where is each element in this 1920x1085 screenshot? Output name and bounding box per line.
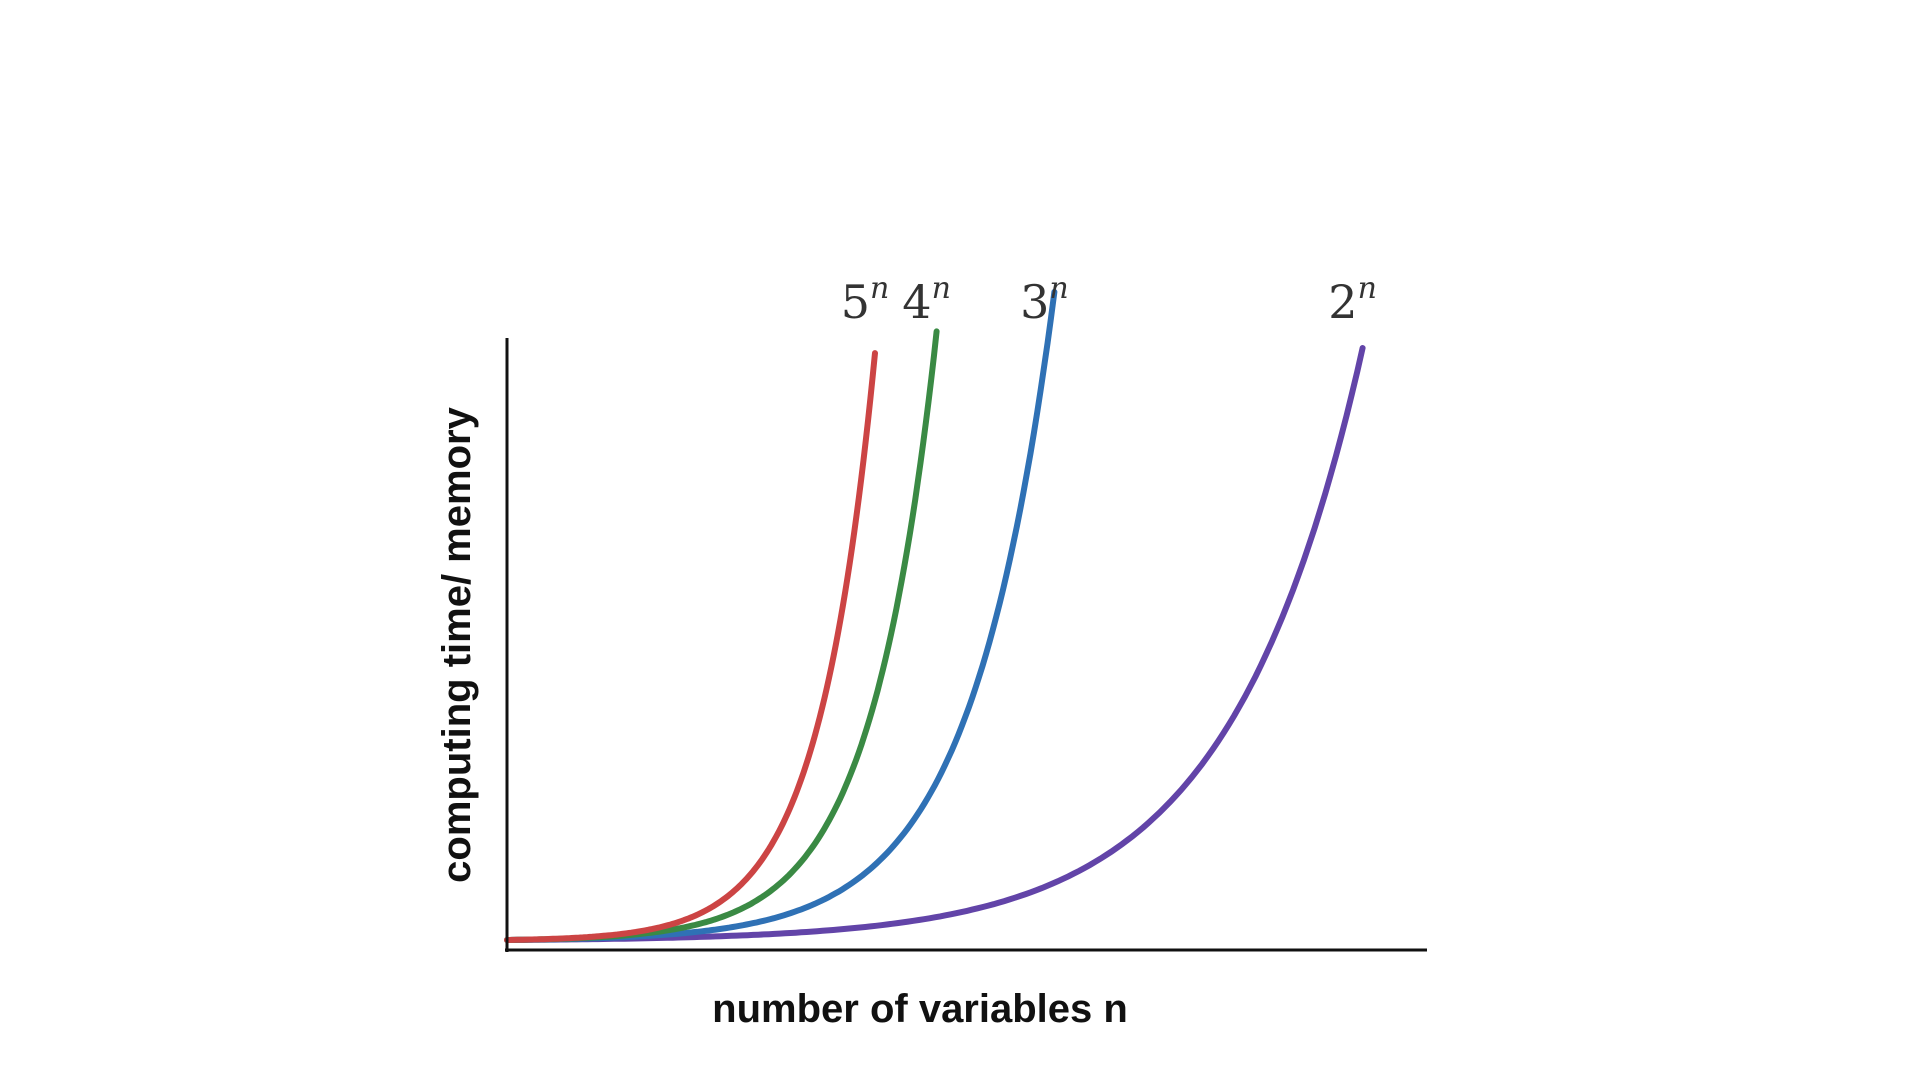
curve-2-pow-n	[504, 345, 1366, 943]
x-axis-title: number of variables n	[712, 987, 1128, 1031]
curve-label-exponent: n	[1358, 271, 1377, 306]
curve-label-2-pow-n: 2n	[1328, 271, 1377, 329]
curve-label-base: 5	[841, 275, 870, 329]
curve-label-exponent: n	[932, 271, 951, 306]
curves-group	[504, 288, 1366, 943]
y-axis-title: computing time/ memory	[435, 406, 479, 882]
curve-label-base: 4	[902, 275, 931, 329]
curve-label-4-pow-n: 4n	[902, 271, 951, 329]
curve-label-5-pow-n: 5n	[841, 271, 890, 329]
curve-4-pow-n	[504, 328, 940, 943]
curve-5-pow-n	[504, 350, 878, 943]
curve-3-pow-n	[504, 288, 1058, 943]
curve-label-exponent: n	[870, 271, 889, 306]
curve-label-base: 3	[1020, 275, 1049, 329]
curve-label-3-pow-n: 3n	[1020, 271, 1069, 329]
curve-label-base: 2	[1328, 275, 1357, 329]
curve-label-exponent: n	[1049, 271, 1068, 306]
